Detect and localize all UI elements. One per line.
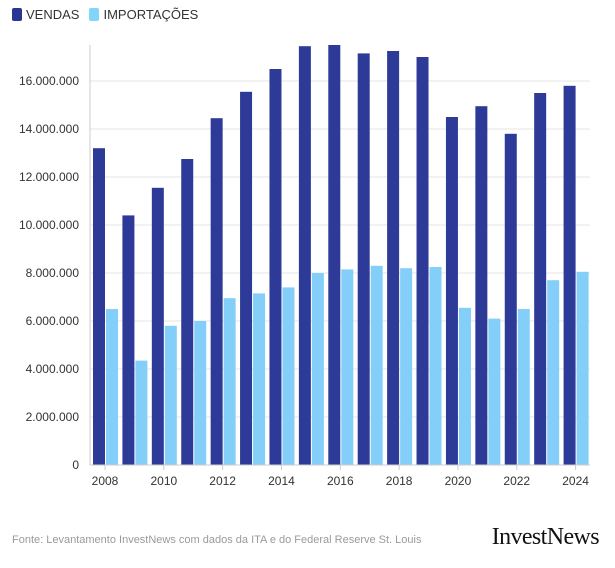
bar-vendas[interactable] [328, 45, 341, 465]
bar-importacoes[interactable] [547, 280, 560, 465]
x-tick-label: 2018 [386, 474, 413, 488]
bar-importacoes[interactable] [341, 269, 354, 465]
y-tick-label: 0 [72, 458, 79, 472]
x-tick-label: 2014 [268, 474, 295, 488]
x-tick-label: 2012 [209, 474, 236, 488]
bar-importacoes[interactable] [400, 268, 413, 465]
bar-vendas[interactable] [269, 69, 282, 465]
y-tick-label: 12.000.000 [19, 170, 79, 184]
bar-vendas[interactable] [298, 46, 311, 465]
x-tick-label: 2020 [445, 474, 472, 488]
bar-importacoes[interactable] [253, 293, 266, 465]
bar-importacoes[interactable] [106, 309, 118, 465]
y-tick-label: 8.000.000 [26, 266, 80, 280]
legend-swatch-vendas [12, 8, 22, 21]
chart-legend: VENDAS IMPORTAÇÕES [12, 7, 198, 22]
y-tick-label: 6.000.000 [26, 314, 80, 328]
source-note: Fonte: Levantamento InvestNews com dados… [12, 534, 422, 546]
bar-vendas[interactable] [240, 91, 253, 466]
bar-vendas[interactable] [122, 215, 135, 465]
bar-vendas[interactable] [504, 133, 517, 466]
bar-vendas[interactable] [445, 117, 458, 465]
bar-importacoes[interactable] [429, 267, 442, 465]
bar-importacoes[interactable] [164, 325, 177, 465]
legend-item-importacoes[interactable]: IMPORTAÇÕES [89, 7, 198, 22]
bar-importacoes[interactable] [282, 287, 295, 465]
legend-swatch-importacoes [89, 8, 100, 21]
x-tick-label: 2022 [503, 474, 530, 488]
bar-importacoes[interactable] [576, 271, 589, 465]
bar-importacoes[interactable] [517, 309, 530, 465]
bar-vendas[interactable] [563, 85, 576, 466]
x-tick-label: 2008 [92, 474, 119, 488]
bar-vendas[interactable] [93, 148, 105, 465]
x-tick-label: 2024 [562, 474, 589, 488]
bar-importacoes[interactable] [311, 273, 324, 465]
y-tick-label: 16.000.000 [19, 74, 79, 88]
y-tick-label: 4.000.000 [26, 362, 80, 376]
x-tick-label: 2016 [327, 474, 354, 488]
bar-vendas[interactable] [181, 159, 194, 465]
bar-importacoes[interactable] [370, 265, 383, 465]
x-tick-label: 2010 [150, 474, 177, 488]
legend-label-vendas: VENDAS [26, 7, 80, 22]
y-tick-label: 2.000.000 [26, 410, 80, 424]
y-tick-label: 14.000.000 [19, 122, 79, 136]
legend-item-vendas[interactable]: VENDAS [12, 7, 79, 22]
investnews-logo: InvestNews [491, 524, 600, 550]
bar-importacoes[interactable] [135, 360, 148, 465]
bar-vendas[interactable] [151, 187, 164, 466]
bar-vendas[interactable] [357, 53, 370, 466]
bar-vendas[interactable] [387, 51, 400, 465]
bar-importacoes[interactable] [194, 321, 207, 465]
bar-vendas[interactable] [416, 57, 429, 465]
bar-vendas[interactable] [475, 106, 488, 465]
y-tick-label: 10.000.000 [19, 218, 79, 232]
legend-label-importacoes: IMPORTAÇÕES [103, 7, 199, 22]
bar-importacoes[interactable] [223, 298, 236, 465]
bar-importacoes[interactable] [458, 307, 471, 465]
bar-vendas[interactable] [210, 118, 223, 465]
bar-vendas[interactable] [534, 93, 547, 465]
bar-importacoes[interactable] [488, 318, 501, 465]
